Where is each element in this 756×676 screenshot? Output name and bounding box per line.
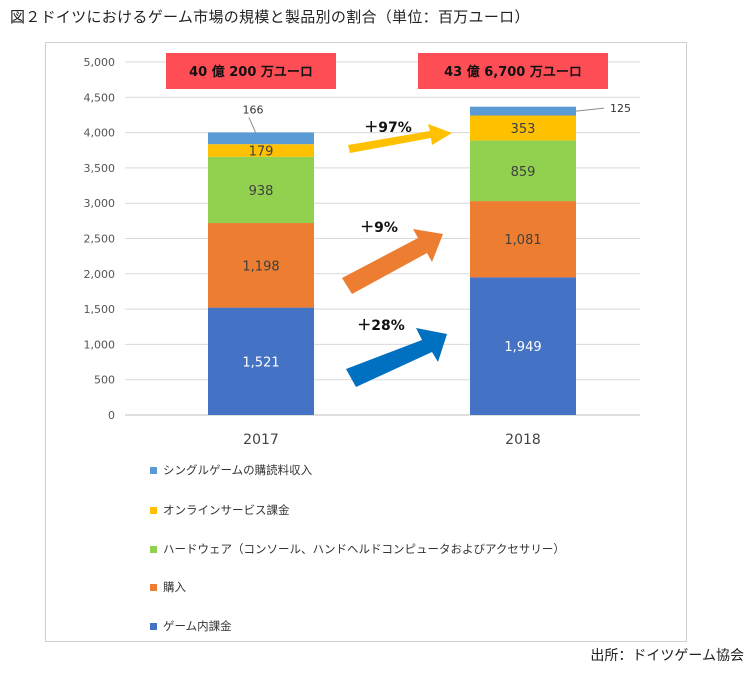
legend-swatch: [150, 506, 157, 514]
y-tick-label: 3,500: [84, 162, 116, 175]
legend-label: オンラインサービス課金: [163, 503, 290, 517]
legend-swatch: [150, 583, 157, 591]
legend-label: 購入: [163, 580, 186, 594]
bar-segment: [208, 132, 314, 145]
growth-arrow: [342, 229, 443, 294]
y-tick-label: 1,500: [84, 303, 116, 316]
legend-swatch: [150, 466, 157, 474]
y-tick-label: 0: [108, 409, 115, 422]
data-label: 1,521: [242, 355, 279, 370]
legend-label: ゲーム内課金: [163, 619, 232, 633]
legend-item: ゲーム内課金: [150, 618, 232, 634]
growth-label: ＋28%: [357, 318, 405, 334]
x-tick-label: 2017: [243, 432, 279, 448]
bar-segment: [208, 156, 314, 224]
legend-item: オンラインサービス課金: [150, 502, 290, 518]
data-label: 938: [249, 184, 274, 199]
source-note: 出所：ドイツゲーム協会: [590, 648, 744, 664]
y-tick-label: 500: [94, 374, 115, 387]
total-label: 43 億 6,700 万ユーロ: [444, 64, 582, 80]
y-tick-label: 2,000: [84, 268, 116, 281]
bar-segment: [208, 307, 314, 415]
y-tick-label: 3,000: [84, 197, 116, 210]
bar-segment: [470, 140, 576, 202]
data-label: 1,949: [504, 340, 541, 355]
legend-label: ハードウェア（コンソール、ハンドヘルドコンピュータおよびアクセサリー）: [163, 542, 565, 556]
y-tick-label: 4,000: [84, 127, 116, 140]
data-label: 1,198: [242, 259, 279, 274]
bar-segment: [470, 106, 576, 116]
leader-line: [248, 117, 257, 134]
bar-segment: [470, 115, 576, 141]
legend-item: ハードウェア（コンソール、ハンドヘルドコンピュータおよびアクセサリー）: [150, 541, 565, 557]
y-tick-label: 2,500: [84, 233, 116, 246]
bar-segment: [208, 144, 314, 157]
data-label: 353: [511, 122, 536, 137]
legend-swatch: [150, 622, 157, 630]
y-tick-label: 1,000: [84, 338, 116, 351]
growth-label: ＋97%: [364, 120, 412, 136]
data-label: 1,081: [504, 233, 541, 248]
total-box: [418, 53, 608, 89]
data-label: 125: [610, 102, 631, 115]
data-label: 179: [249, 144, 274, 159]
figure-title: 図２ドイツにおけるゲーム市場の規模と製品別の割合（単位：百万ユーロ）: [10, 8, 530, 26]
growth-arrow: [348, 124, 452, 153]
chart-frame: [45, 42, 687, 642]
growth-arrow: [346, 328, 447, 387]
bar-segment: [470, 277, 576, 415]
legend-label: シングルゲームの購読料収入: [163, 463, 313, 477]
total-label: 40 億 200 万ユーロ: [189, 64, 313, 80]
bar-segment: [208, 223, 314, 308]
leader-line: [575, 107, 605, 112]
total-box: [166, 53, 336, 89]
growth-label: ＋9%: [360, 220, 398, 236]
bar-segment: [470, 201, 576, 278]
data-label: 166: [243, 103, 264, 116]
legend-item: シングルゲームの購読料収入: [150, 462, 312, 478]
y-tick-label: 5,000: [84, 56, 116, 69]
legend-item: 購入: [150, 579, 186, 595]
data-label: 859: [511, 165, 536, 180]
y-tick-label: 4,500: [84, 91, 116, 104]
x-tick-label: 2018: [505, 432, 541, 448]
legend-swatch: [150, 545, 157, 553]
